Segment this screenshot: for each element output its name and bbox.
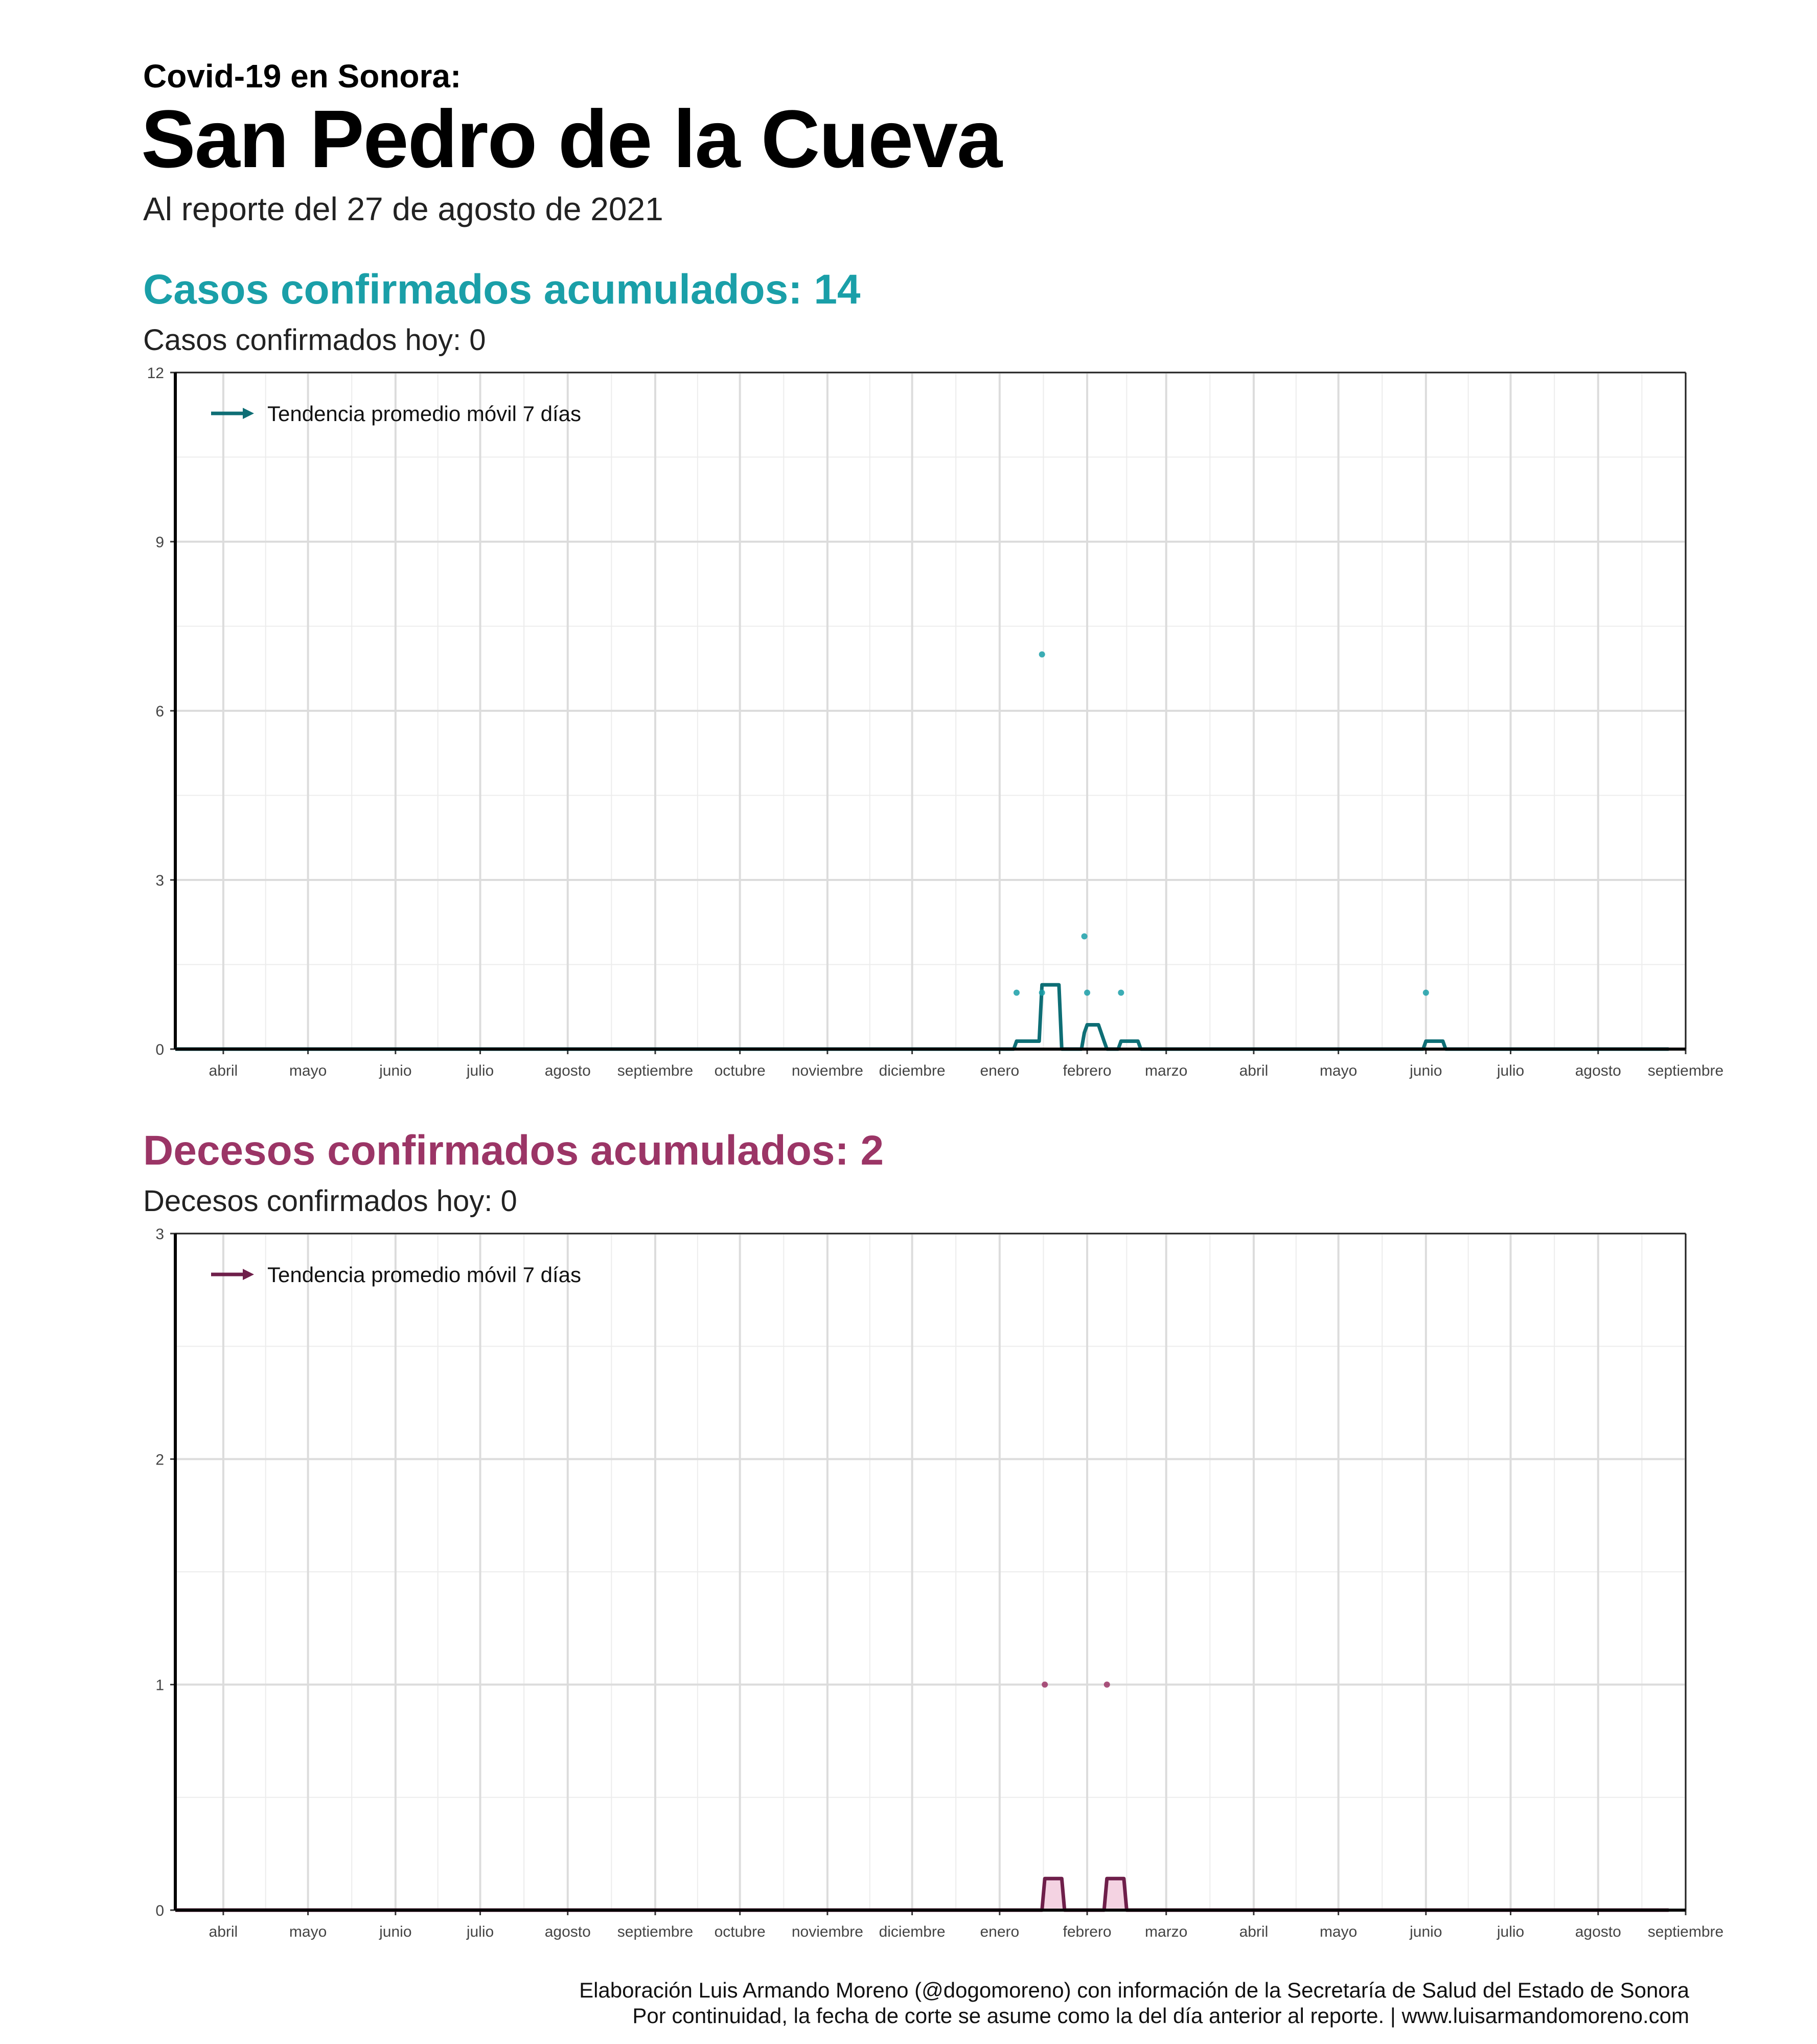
cases-chart: abril mayo junio julio agosto septiembre octub… (147, 365, 1724, 1079)
cases-xtick-label: marzo (1145, 1062, 1187, 1079)
cases-ytick-label: 9 (155, 534, 164, 551)
deaths-ytick-label: 1 (155, 1677, 164, 1694)
deaths-section-title: Decesos confirmados acumulados: 2 (143, 1127, 884, 1174)
deaths-ytick-label: 2 (155, 1451, 164, 1468)
cases-data-point (1039, 989, 1045, 996)
cases-xtick-label: abril (1239, 1062, 1269, 1079)
deaths-ytick-label: 3 (155, 1226, 164, 1243)
deaths-trend-area (175, 1878, 1669, 1910)
cases-xtick-label: noviembre (792, 1062, 863, 1079)
cases-legend-arrow-icon (243, 408, 254, 419)
deaths-xtick-label: junio (379, 1923, 411, 1940)
deaths-trend-line (175, 1876, 1669, 1912)
cases-section-title: Casos confirmados acumulados: 14 (143, 266, 861, 313)
cases-xtick-label: septiembre (617, 1062, 693, 1079)
deaths-xtick-label: enero (980, 1923, 1019, 1940)
deaths-xtick-label: agosto (545, 1923, 591, 1940)
deaths-xtick-label: agosto (1575, 1923, 1621, 1940)
report-date-subtitle: Al reporte del 27 de agosto de 2021 (143, 191, 663, 227)
deaths-xtick-label: abril (209, 1923, 238, 1940)
deaths-xtick-label: julio (1497, 1923, 1524, 1940)
deaths-xtick-label: junio (1409, 1923, 1442, 1940)
cases-xtick-label: mayo (1320, 1062, 1357, 1079)
cases-ytick-label: 6 (155, 703, 164, 720)
cases-xtick-label: septiembre (1648, 1062, 1723, 1079)
deaths-xtick-label: septiembre (617, 1923, 693, 1940)
page-title: San Pedro de la Cueva (141, 93, 1002, 184)
footer-line-1: Elaboración Luis Armando Moreno (@dogomo… (579, 1978, 1689, 2002)
cases-data-point (1084, 989, 1091, 996)
kicker-text: Covid-19 en Sonora: (143, 58, 462, 95)
deaths-xtick-label: julio (466, 1923, 494, 1940)
cases-xtick-label: julio (1497, 1062, 1524, 1079)
deaths-xtick-label: noviembre (792, 1923, 863, 1940)
cases-xtick-label: mayo (289, 1062, 327, 1079)
cases-xtick-label: diciembre (879, 1062, 946, 1079)
cases-data-point (1013, 989, 1020, 996)
cases-xtick-label: agosto (545, 1062, 591, 1079)
cases-xtick-label: febrero (1063, 1062, 1112, 1079)
cases-xtick-label: agosto (1575, 1062, 1621, 1079)
deaths-xtick-label: marzo (1145, 1923, 1187, 1940)
cases-xtick-label: julio (466, 1062, 494, 1079)
cases-ytick-label: 12 (147, 365, 164, 382)
cases-today-text: Casos confirmados hoy: 0 (143, 323, 486, 357)
cases-data-point (1118, 989, 1124, 996)
deaths-xtick-label: mayo (1320, 1923, 1357, 1940)
deaths-xtick-label: diciembre (879, 1923, 946, 1940)
deaths-data-point (1103, 1681, 1110, 1688)
cases-xtick-label: junio (379, 1062, 411, 1079)
cases-ytick-label: 0 (155, 1041, 164, 1058)
deaths-legend-arrow-icon (243, 1269, 254, 1280)
cases-xtick-label: abril (209, 1062, 238, 1079)
cases-xtick-label: junio (1409, 1062, 1442, 1079)
deaths-xtick-label: mayo (289, 1923, 327, 1940)
cases-data-point (1081, 933, 1088, 940)
deaths-ytick-label: 0 (155, 1902, 164, 1919)
footer-credits: Elaboración Luis Armando Moreno (@dogomo… (579, 1978, 1689, 2029)
deaths-xtick-label: febrero (1063, 1923, 1112, 1940)
cases-trend-line (175, 983, 1669, 1051)
cases-data-point (1039, 651, 1045, 658)
cases-xtick-label: octubre (715, 1062, 766, 1079)
cases-legend-label: Tendencia promedio móvil 7 días (267, 402, 581, 426)
cases-ytick-label: 3 (155, 872, 164, 889)
cases-data-point (1422, 989, 1429, 996)
deaths-xtick-label: abril (1239, 1923, 1269, 1940)
footer-line-2: Por continuidad, la fecha de corte se as… (632, 2004, 1689, 2028)
deaths-chart: abril mayo junio julio agosto septiembre octub… (155, 1226, 1723, 1940)
deaths-today-text: Decesos confirmados hoy: 0 (143, 1184, 517, 1218)
deaths-data-point (1042, 1681, 1048, 1688)
cases-xtick-label: enero (980, 1062, 1019, 1079)
deaths-legend-label: Tendencia promedio móvil 7 días (267, 1263, 581, 1287)
deaths-xtick-label: septiembre (1648, 1923, 1723, 1940)
deaths-xtick-label: octubre (715, 1923, 766, 1940)
